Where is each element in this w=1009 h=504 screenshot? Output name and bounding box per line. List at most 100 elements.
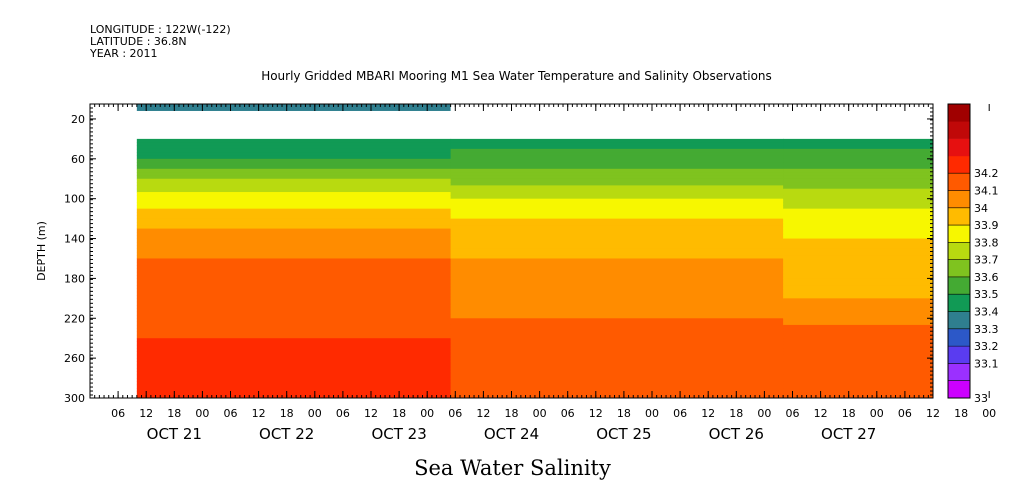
salinity-cell [783,351,933,356]
salinity-cell [450,344,784,349]
salinity-cell [783,318,933,323]
y-tick-label: 180 [64,272,85,285]
salinity-cell [783,205,933,210]
x-hour-label: 00 [308,407,322,420]
salinity-cell [450,248,784,253]
salinity-cell [783,261,933,266]
salinity-cell [136,391,452,396]
salinity-cell [450,318,784,323]
salinity-cell [783,281,933,286]
colorbar-swatch [948,190,970,209]
salinity-cell [136,278,452,283]
salinity-cell [450,361,784,366]
x-hour-label: 06 [224,407,238,420]
salinity-cell [450,211,784,216]
salinity-cell [450,351,784,356]
salinity-cell [783,195,933,200]
x-hour-label: 18 [167,407,181,420]
x-hour-label: 18 [392,407,406,420]
colorbar-label: 34.2 [974,167,999,180]
salinity-cell [450,178,784,183]
salinity-cell [136,338,452,343]
salinity-cell [450,215,784,220]
salinity-cell [450,348,784,352]
x-day-label: OCT 23 [371,425,426,443]
colorbar-swatch [948,207,970,226]
salinity-cell [783,162,933,166]
salinity-cell [136,381,452,386]
salinity-cell [783,225,933,230]
salinity-cell [450,308,784,313]
salinity-cell [136,314,452,319]
salinity-cell [136,205,452,210]
salinity-cell [136,308,452,313]
salinity-cell [783,275,933,279]
chart-title: Hourly Gridded MBARI Mooring M1 Sea Wate… [261,69,772,83]
salinity-cell [136,208,452,213]
salinity-cell [136,344,452,349]
salinity-cell [783,168,933,173]
salinity-cell [783,248,933,253]
x-hour-label: 00 [645,407,659,420]
salinity-cell [136,248,452,253]
salinity-cell [136,215,452,220]
salinity-cell [450,278,784,283]
salinity-cell [783,152,933,156]
salinity-cell [783,354,933,359]
salinity-cell [136,321,452,326]
salinity-cell [136,354,452,359]
salinity-cell [783,361,933,366]
salinity-cell [783,202,933,206]
salinity-cell [136,255,452,259]
x-hour-label: 00 [870,407,884,420]
salinity-cell [783,228,933,233]
salinity-cell [783,321,933,326]
salinity-cell [450,371,784,376]
salinity-cell [136,281,452,286]
salinity-cell [783,295,933,299]
salinity-cell [783,358,933,362]
salinity-cell [136,298,452,303]
salinity-cell [450,268,784,273]
colorbar-swatch [948,259,970,278]
x-axis-title: Sea Water Salinity [414,456,611,480]
salinity-cell [783,308,933,313]
salinity-cell [450,172,784,176]
salinity-cell [450,235,784,240]
salinity-cell [136,238,452,243]
salinity-cell [450,374,784,379]
salinity-cell [450,148,784,153]
colorbar-label: 33.4 [974,306,999,319]
salinity-cell [783,368,933,372]
salinity-cell [136,225,452,230]
salinity-cell [450,145,784,150]
salinity-contour-field [136,104,933,398]
salinity-cell [136,182,452,186]
salinity-cell [783,378,933,382]
year-label: YEAR : 2011 [90,47,158,60]
salinity-cell [136,291,452,296]
salinity-cell [450,388,784,392]
salinity-cell [136,192,452,196]
salinity-cell [450,251,784,256]
salinity-cell [450,304,784,309]
y-tick-label: 220 [64,312,85,325]
salinity-cell [136,211,452,216]
x-hour-label: 18 [505,407,519,420]
salinity-cell [136,268,452,273]
salinity-cell [450,288,784,293]
colorbar-label: 33.9 [974,219,999,232]
colorbar-swatch [948,294,970,312]
salinity-cell [783,165,933,170]
salinity-cell [783,328,933,333]
location-info: LONGITUDE : 122W(-122) LATITUDE : 36.8N … [90,24,231,60]
salinity-cell [136,318,452,323]
colorbar-label: 33.7 [974,254,999,267]
salinity-cell [783,258,933,263]
salinity-cell [450,321,784,326]
salinity-cell [450,165,784,170]
salinity-cell [136,285,452,289]
salinity-cell [450,218,784,223]
salinity-cell [783,348,933,352]
salinity-cell [783,311,933,316]
